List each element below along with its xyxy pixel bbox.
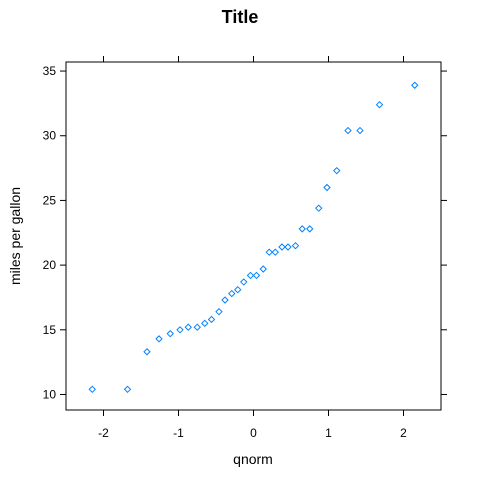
data-point xyxy=(333,166,341,175)
data-point xyxy=(375,100,384,109)
data-point xyxy=(356,126,364,135)
data-point xyxy=(344,126,352,135)
data-point xyxy=(184,323,192,331)
data-point xyxy=(306,225,314,233)
data-point xyxy=(315,204,323,212)
data-point xyxy=(166,329,174,338)
x-tick-label: 2 xyxy=(400,426,407,440)
y-tick-label: 20 xyxy=(43,258,57,272)
x-tick-label: -1 xyxy=(173,426,184,440)
data-point xyxy=(265,248,273,256)
y-tick-label: 35 xyxy=(43,64,57,78)
data-point xyxy=(234,285,242,294)
x-axis-ticks: -2 -1 0 1 2 xyxy=(98,56,407,440)
data-point xyxy=(155,335,163,343)
data-point xyxy=(323,183,331,192)
plot-frame xyxy=(65,61,442,411)
data-point xyxy=(201,319,209,328)
data-point xyxy=(252,271,261,280)
data-point xyxy=(228,289,236,298)
data-point xyxy=(143,348,151,356)
y-tick-label: 10 xyxy=(43,387,57,401)
data-point xyxy=(246,271,255,280)
y-tick-label: 15 xyxy=(43,323,57,337)
data-points xyxy=(88,81,419,394)
x-tick-label: 1 xyxy=(325,426,332,440)
data-point xyxy=(176,326,184,334)
y-axis-ticks: 10 15 20 25 30 35 xyxy=(43,64,447,401)
x-axis-label: qnorm xyxy=(233,451,273,467)
data-point xyxy=(207,315,216,324)
data-point xyxy=(291,241,300,250)
y-axis-label: miles per gallon xyxy=(7,187,23,285)
data-point xyxy=(298,225,306,233)
data-point xyxy=(193,323,201,331)
chart-title: Title xyxy=(222,7,259,27)
x-tick-label: -2 xyxy=(98,426,109,440)
data-point xyxy=(215,307,223,316)
data-point xyxy=(88,385,96,394)
data-point xyxy=(123,385,132,394)
y-tick-label: 25 xyxy=(43,193,57,207)
x-tick-label: 0 xyxy=(250,426,257,440)
data-point xyxy=(271,248,279,256)
data-point xyxy=(259,265,267,273)
data-point xyxy=(221,296,229,304)
data-point xyxy=(278,243,286,251)
data-point xyxy=(411,81,419,89)
data-point xyxy=(284,243,292,251)
data-point xyxy=(240,278,248,286)
y-tick-label: 30 xyxy=(43,129,57,143)
